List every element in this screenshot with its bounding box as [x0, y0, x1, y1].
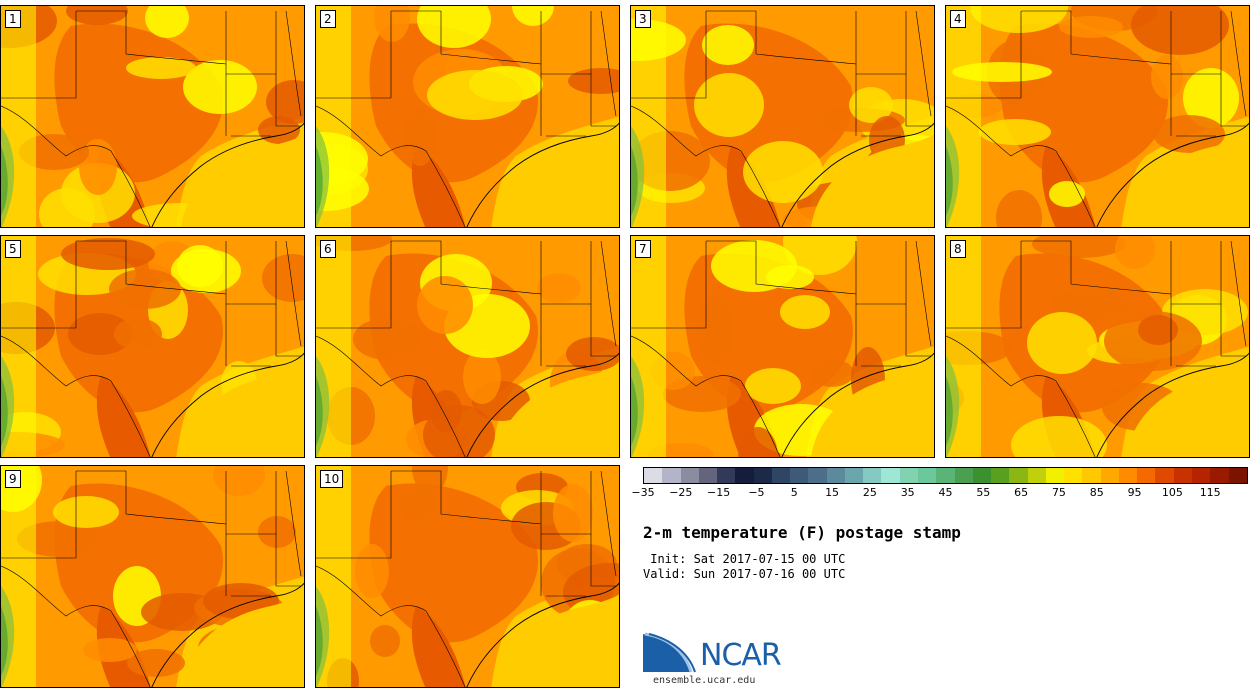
member-number-label: 2: [320, 10, 336, 28]
member-number-label: 7: [635, 240, 651, 258]
colorbar-swatch: [790, 468, 809, 483]
ensemble-member-map: 8: [945, 235, 1250, 458]
colorbar-tick-label: 85: [1089, 486, 1104, 499]
colorbar-ticks: −35 −25 −15 −5 5 15 25 35 45 55 65 75 85 95 105 115: [631, 486, 1248, 502]
colorbar-tick-label: −5: [748, 486, 765, 499]
colorbar-swatch: [808, 468, 827, 483]
ensemble-member-map: 3: [630, 5, 935, 228]
temperature-colorbar: [643, 467, 1248, 484]
member-number-label: 6: [320, 240, 336, 258]
colorbar-swatch: [936, 468, 955, 483]
colorbar-swatch: [1173, 468, 1192, 483]
colorbar-swatch: [1210, 468, 1229, 483]
member-number-label: 10: [320, 470, 344, 488]
colorbar-swatch: [662, 468, 681, 483]
ensemble-member-map: 9: [0, 465, 305, 688]
ensemble-member-map: 6: [315, 235, 620, 458]
member-number-label: 4: [950, 10, 966, 28]
ensemble-member-map: 5: [0, 235, 305, 458]
colorbar-swatch: [1228, 468, 1247, 483]
colorbar-tick-label: 45: [938, 486, 953, 499]
colorbar-swatch: [844, 468, 864, 483]
figure-title: 2-m temperature (F) postage stamp: [643, 523, 961, 542]
init-time: Init: Sat 2017-07-15 00 UTC: [643, 552, 846, 566]
colorbar-swatch: [698, 468, 718, 483]
colorbar-swatch: [753, 468, 772, 483]
colorbar-tick-label: 65: [1014, 486, 1029, 499]
colorbar-swatch: [917, 468, 937, 483]
colorbar-swatch: [863, 468, 882, 483]
colorbar-swatch: [1009, 468, 1028, 483]
colorbar-tick-label: −35: [631, 486, 655, 499]
colorbar-swatch: [644, 468, 663, 483]
colorbar-tick-label: 35: [900, 486, 915, 499]
member-number-label: 9: [5, 470, 21, 488]
colorbar-swatch: [680, 468, 699, 483]
colorbar-swatch: [1064, 468, 1083, 483]
ensemble-member-map: 7: [630, 235, 935, 458]
colorbar-tick-label: 25: [862, 486, 877, 499]
colorbar-tick-label: 115: [1199, 486, 1221, 499]
colorbar-swatch: [1045, 468, 1065, 483]
colorbar-tick-label: 95: [1127, 486, 1142, 499]
member-number-label: 8: [950, 240, 966, 258]
colorbar-swatch: [881, 468, 900, 483]
colorbar-tick-label: −25: [669, 486, 693, 499]
ensemble-member-map: 2: [315, 5, 620, 228]
colorbar-tick-label: 15: [825, 486, 840, 499]
ncar-logo-icon: [643, 632, 696, 673]
ensemble-member-map: 4: [945, 5, 1250, 228]
colorbar-swatch: [991, 468, 1010, 483]
colorbar-swatch: [735, 468, 754, 483]
colorbar-swatch: [1027, 468, 1046, 483]
member-number-label: 3: [635, 10, 651, 28]
colorbar-swatch: [972, 468, 992, 483]
colorbar-swatch: [717, 468, 736, 483]
colorbar-tick-label: 105: [1161, 486, 1183, 499]
ensemble-member-map: 10: [315, 465, 620, 688]
colorbar-swatch: [899, 468, 918, 483]
ensemble-member-map: 1: [0, 5, 305, 228]
colorbar-swatch: [771, 468, 791, 483]
colorbar-swatch: [954, 468, 973, 483]
colorbar-tick-label: 75: [1051, 486, 1066, 499]
valid-time: Valid: Sun 2017-07-16 00 UTC: [643, 567, 846, 581]
member-number-label: 5: [5, 240, 21, 258]
colorbar-tick-label: 55: [976, 486, 991, 499]
colorbar-swatch: [1118, 468, 1138, 483]
colorbar-swatch: [826, 468, 845, 483]
colorbar-swatch: [1137, 468, 1156, 483]
colorbar-swatch: [1082, 468, 1101, 483]
colorbar-tick-label: −15: [707, 486, 731, 499]
ncar-logo-text: NCAR: [700, 638, 782, 673]
member-number-label: 1: [5, 10, 21, 28]
colorbar-swatch: [1191, 468, 1211, 483]
colorbar-swatch: [1100, 468, 1119, 483]
site-url: ensemble.ucar.edu: [653, 675, 756, 686]
colorbar-tick-label: 5: [790, 486, 798, 499]
colorbar-swatch: [1155, 468, 1174, 483]
